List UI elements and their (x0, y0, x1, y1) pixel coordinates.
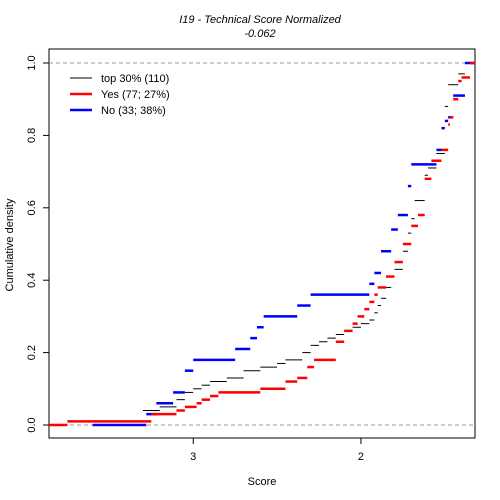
chart-title: I19 - Technical Score Normalized (179, 14, 341, 26)
legend-entry: Yes (77; 27%) (101, 89, 170, 101)
chart-subtitle: -0.062 (244, 28, 275, 40)
y-tick-label: 0.6 (26, 200, 38, 215)
legend-entry: No (33; 38%) (101, 105, 166, 117)
legend-entry: top 30% (110) (101, 73, 169, 85)
series-1 (49, 61, 475, 427)
series-2 (92, 61, 475, 427)
x-tick-label: 2 (358, 451, 364, 463)
series-layer (49, 61, 475, 427)
y-tick-label: 0.4 (26, 273, 38, 288)
y-tick-label: 0.8 (26, 128, 38, 143)
x-tick-label: 3 (190, 451, 196, 463)
series-0 (142, 62, 475, 412)
y-tick-label: 0.2 (26, 345, 38, 360)
y-tick-label: 0.0 (26, 417, 38, 432)
y-tick-label: 1.0 (26, 55, 38, 70)
legend: top 30% (110) Yes (77; 27%) No (33; 38%) (70, 73, 170, 117)
plot-frame (48, 48, 476, 439)
x-axis-label: Score (248, 476, 277, 488)
y-axis-label: Cumulative density (4, 198, 16, 291)
axes: 3 2 0.0 0.2 0.4 0.6 0.8 1.0 (26, 55, 364, 463)
